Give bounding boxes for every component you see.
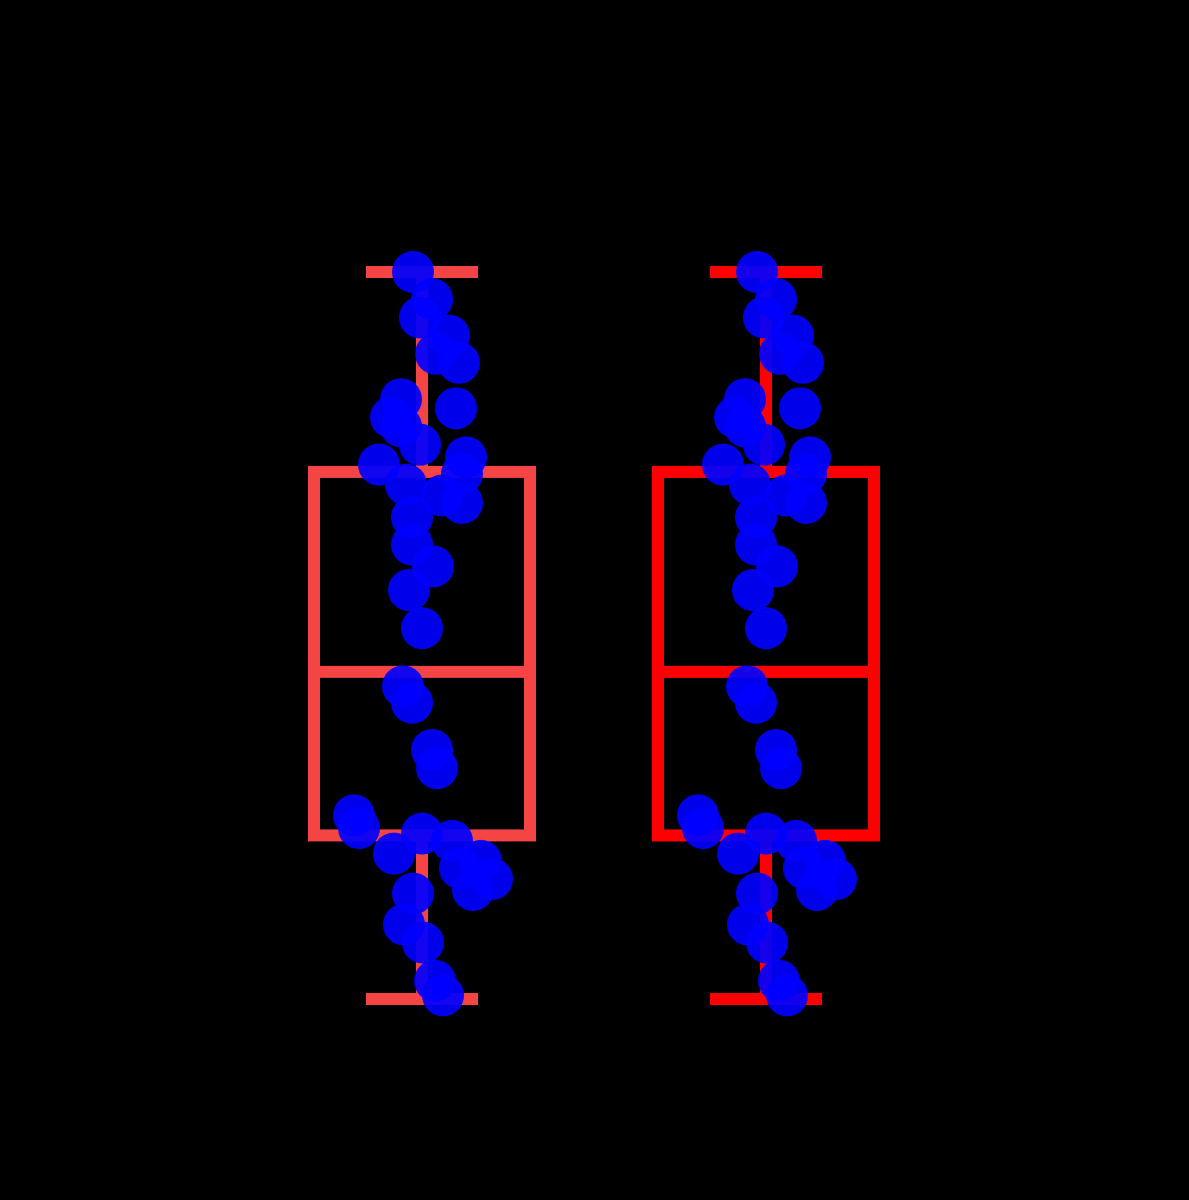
- data-point: [743, 423, 785, 466]
- data-point: [385, 463, 427, 506]
- data-point: [438, 341, 480, 384]
- data-point: [388, 569, 430, 612]
- data-point: [745, 607, 787, 650]
- data-point: [782, 341, 824, 384]
- data-point: [338, 807, 380, 850]
- data-point: [452, 868, 494, 911]
- data-point: [729, 463, 771, 506]
- data-point: [416, 747, 458, 790]
- data-point: [391, 681, 433, 724]
- data-point: [766, 974, 808, 1017]
- data-point: [682, 807, 724, 850]
- data-point: [796, 868, 838, 911]
- data-point: [435, 387, 477, 430]
- data-point: [373, 832, 415, 875]
- points-group-1: [333, 251, 513, 1017]
- data-point: [779, 387, 821, 430]
- data-point: [760, 747, 802, 790]
- data-point: [717, 832, 759, 875]
- data-point: [735, 681, 777, 724]
- data-point: [746, 921, 788, 964]
- data-point: [441, 481, 483, 524]
- data-point: [399, 423, 441, 466]
- points-layer: [333, 251, 857, 1017]
- data-point: [401, 607, 443, 650]
- points-group-2: [677, 251, 857, 1017]
- data-point: [732, 569, 774, 612]
- data-point: [422, 974, 464, 1017]
- data-point: [785, 481, 827, 524]
- data-point: [402, 921, 444, 964]
